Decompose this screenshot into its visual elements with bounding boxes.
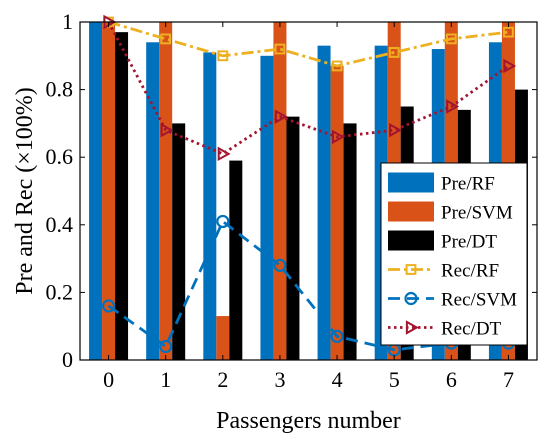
bar-pre-rf-0 [89,22,103,360]
x-tick-label: 3 [274,367,285,392]
y-tick-label: 0.6 [46,144,74,169]
legend-box [380,162,528,346]
bar-pre-rf-2 [203,52,217,361]
bar-pre-dt-2 [229,160,243,360]
marker-rec-rf-4 [331,60,343,72]
legend-swatch [388,201,434,222]
x-axis-label: Passengers number [216,408,401,434]
legend-label: Rec/DT [441,319,502,340]
line-rec-rf [108,20,509,68]
plot-frame [79,21,538,361]
marker-rec-dt-7 [503,58,517,74]
legend-label: Pre/RF [441,174,495,195]
line-rec-dt [107,21,510,156]
x-tick-label: 0 [103,367,114,392]
marker-rec-rf-5 [388,47,400,58]
bar-pre-dt-3 [286,116,300,360]
marker-rec-rf-1 [160,33,172,45]
y-tick-label: 0.8 [46,77,74,102]
marker-rec-rf-6 [445,33,457,45]
y-tick-label: 0.4 [46,212,74,237]
bar-pre-rf-3 [260,55,274,361]
marker-rec-rf-3 [274,43,286,55]
marker-rec-dt-1 [160,122,174,138]
bar-pre-svm-1 [159,22,173,360]
bar-pre-dt-0 [115,32,129,360]
x-tick-label: 5 [389,367,400,392]
legend-marker [404,291,418,306]
x-tick-label: 7 [503,367,514,392]
y-tick-label: 0 [62,347,73,372]
y-tick-label: 1 [62,9,73,34]
x-tick-label: 6 [446,367,457,392]
bar-pre-svm-3 [273,22,287,360]
marker-rec-svm-3 [273,258,287,272]
bar-pre-svm-4 [330,65,344,360]
legend-label: Rec/SVM [441,290,517,311]
bar-pre-dt-4 [343,123,357,361]
y-tick-label: 0.2 [46,279,74,304]
bar-pre-dt-1 [172,123,186,361]
legend: Pre/RF Pre/SVM Pre/DT Rec/RF Rec/SVM Rec/DT [380,162,528,346]
legend-swatch [388,230,434,251]
legend-marker [405,320,419,335]
legend-label: Pre/SVM [441,203,513,224]
bar-pre-svm-0 [102,22,116,360]
marker-rec-dt-5 [389,122,403,138]
legend-label: Pre/DT [441,232,497,253]
bar-pre-rf-4 [317,45,331,360]
marker-rec-svm-0 [101,299,116,313]
marker-rec-rf-7 [503,26,514,38]
bar-pre-svm-2 [216,316,230,360]
marker-rec-rf-2 [217,50,229,62]
marker-rec-svm-1 [159,339,173,354]
x-tick-label: 2 [217,367,228,392]
bar-pre-rf-1 [146,42,160,360]
ticks-layer: 0 1 2 3 4 5 6 7 0 0.2 0.4 0.6 0.8 1 [46,9,537,392]
marker-rec-svm-4 [330,329,344,343]
x-tick-label: 1 [160,367,171,392]
marker-rec-dt-2 [217,146,231,162]
marker-rec-dt-3 [274,109,288,124]
y-axis-label: Pre and Rec (×100%) [12,87,38,294]
x-tick-label: 4 [332,367,343,392]
legend-marker [405,264,417,275]
marker-rec-dt-4 [331,129,345,145]
legend-label: Rec/RF [441,261,499,282]
marker-rec-dt-6 [446,99,460,114]
legend-swatch [388,172,434,193]
marker-rec-svm-2 [216,214,230,229]
